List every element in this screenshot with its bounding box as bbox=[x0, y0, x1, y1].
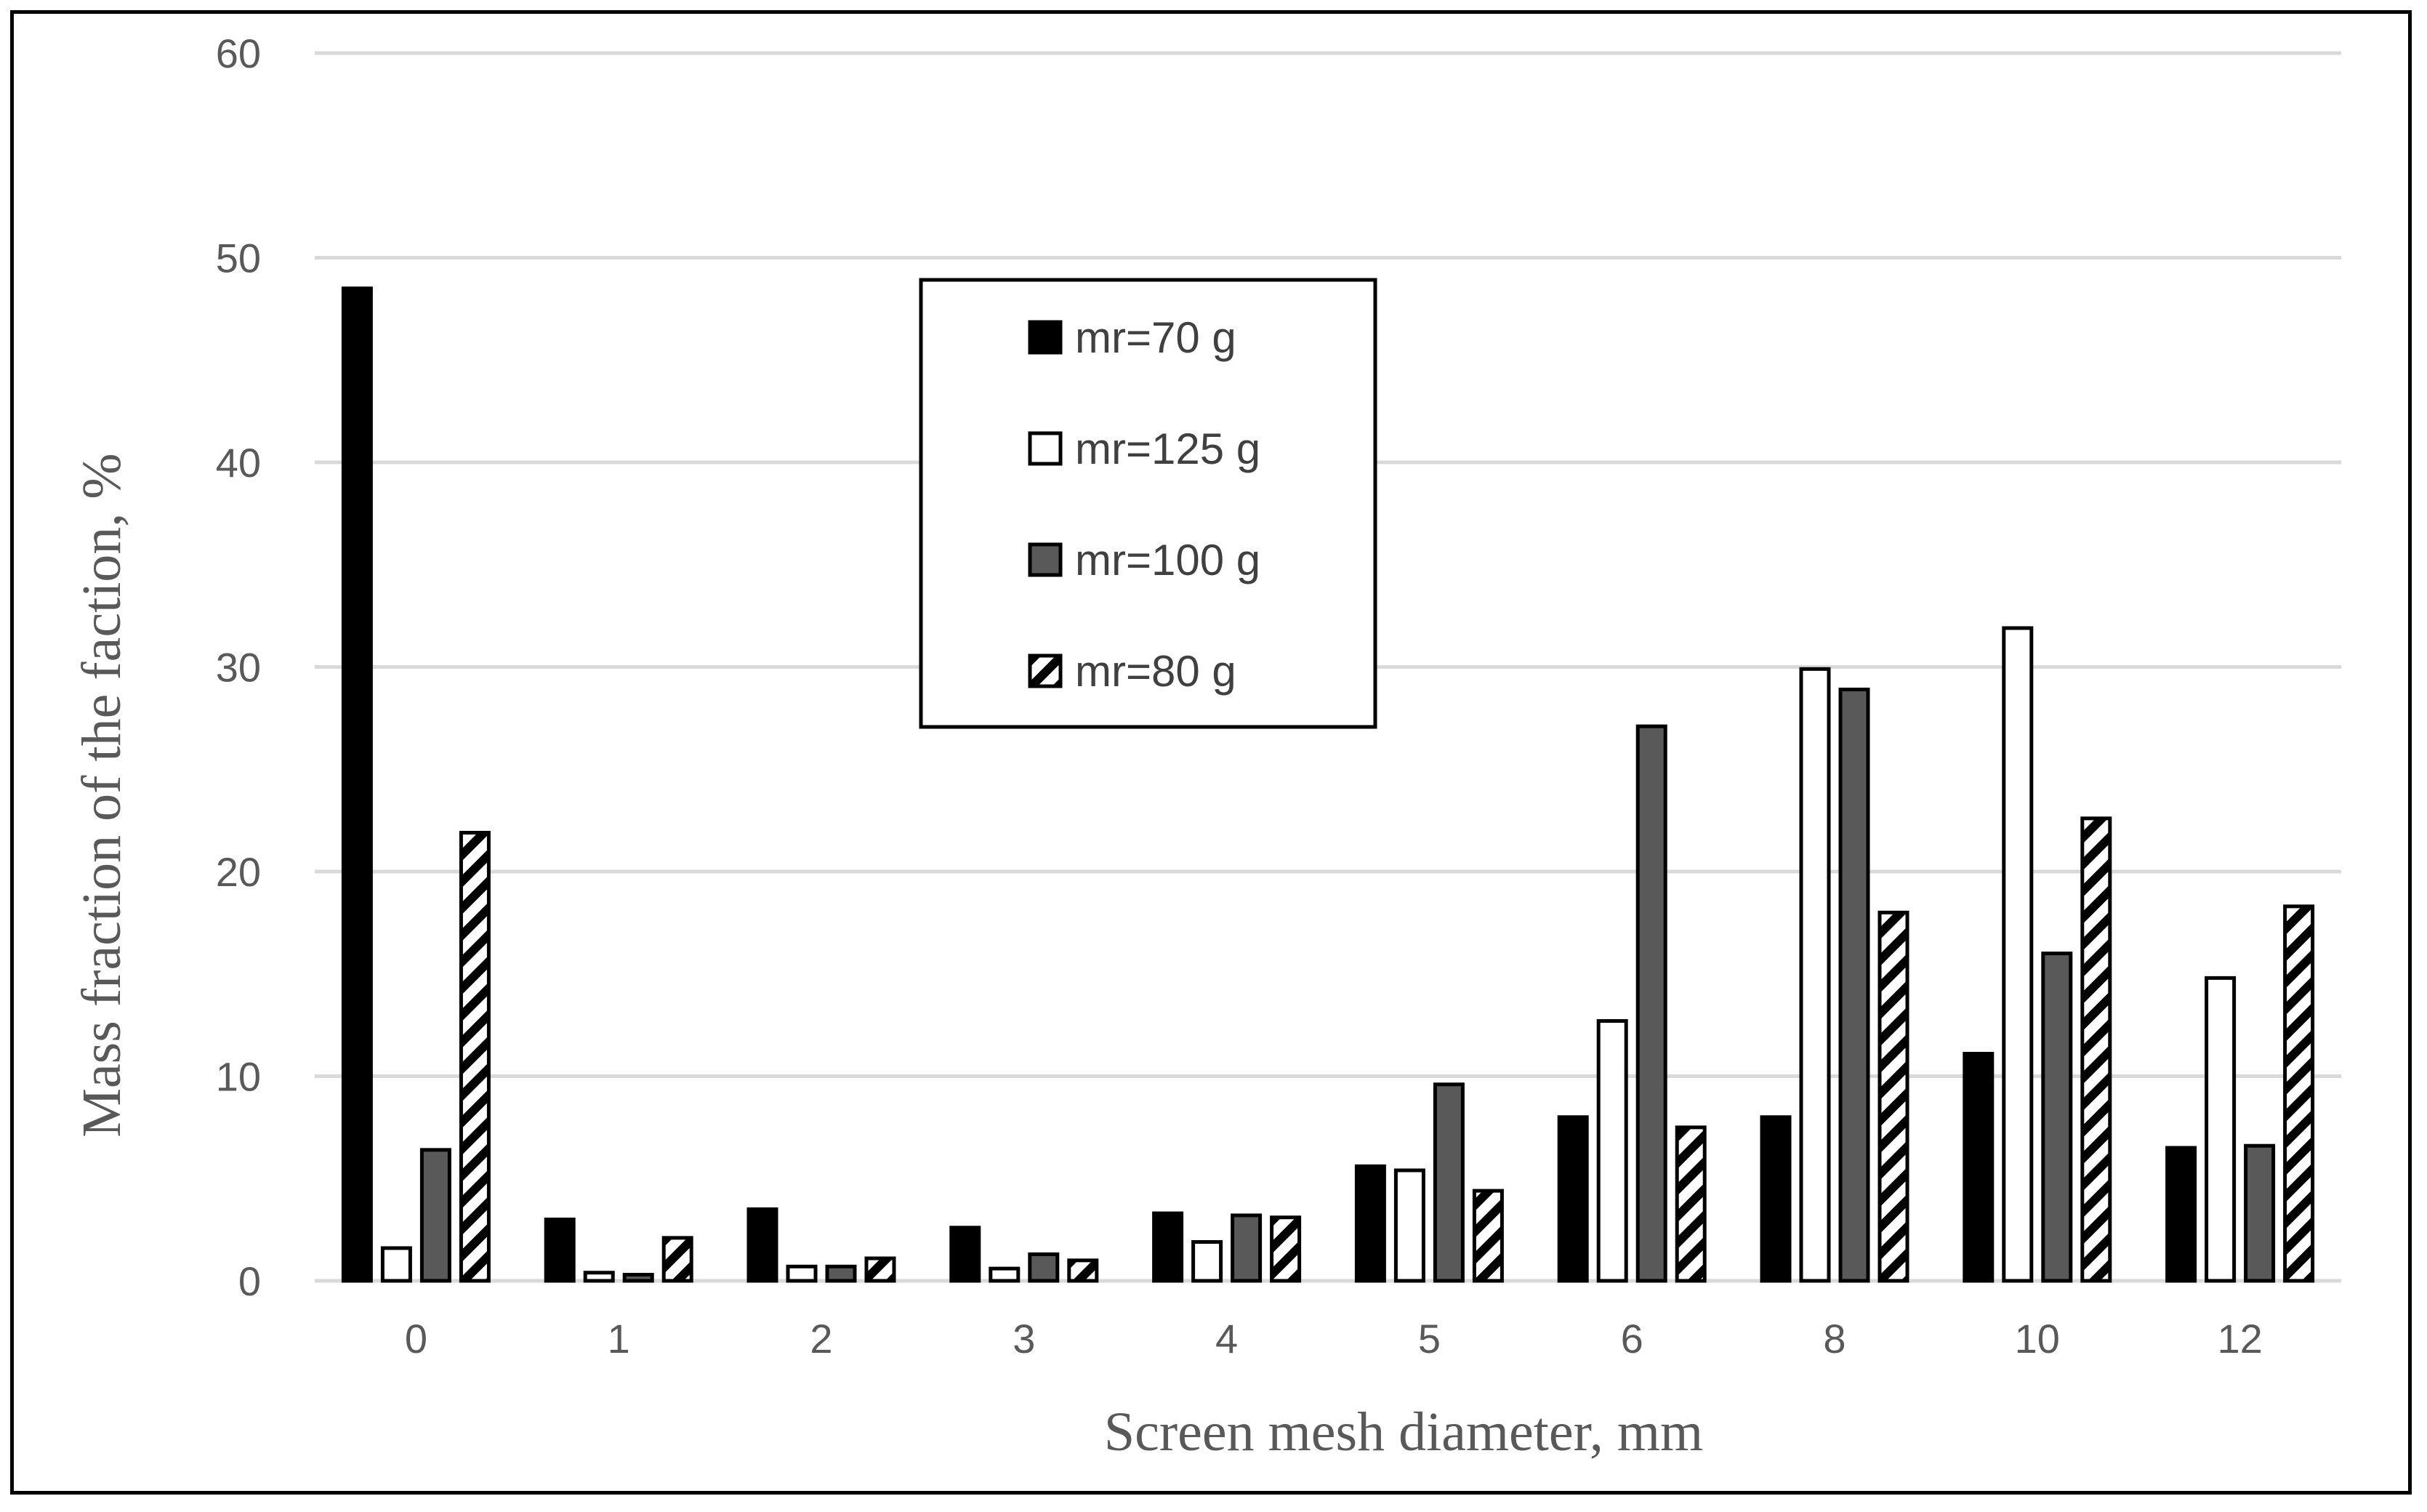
bar-mr-70-g-2 bbox=[746, 1207, 778, 1283]
legend-swatch bbox=[1028, 542, 1063, 577]
legend-label: mr=100 g bbox=[1075, 536, 1260, 584]
bar-mr-80-g-12 bbox=[2283, 904, 2315, 1283]
bar-mr-125-g-6 bbox=[1596, 1018, 1628, 1283]
bar-mr-125-g-10 bbox=[2002, 626, 2034, 1283]
bar-mr-80-g-3 bbox=[1067, 1258, 1099, 1283]
bar-mr-100-g-2 bbox=[825, 1264, 857, 1283]
x-tick-label: 12 bbox=[2217, 1316, 2262, 1362]
y-axis-title: Mass fraction of the faction, % bbox=[71, 453, 132, 1137]
x-tick-label: 3 bbox=[1013, 1316, 1035, 1362]
bar-mr-100-g-4 bbox=[1231, 1213, 1263, 1283]
legend-label: mr=125 g bbox=[1075, 425, 1260, 473]
bar-mr-80-g-4 bbox=[1270, 1215, 1302, 1283]
chart-frame: 0 10 20 30 40 50 60 0 1 2 3 4 5 6 8 10 12 Screen mesh d… bbox=[10, 10, 2412, 1495]
bar-mr-100-g-10 bbox=[2041, 952, 2073, 1283]
y-tick-label: 10 bbox=[216, 1054, 261, 1100]
x-tick-label: 6 bbox=[1621, 1316, 1643, 1362]
x-tick-label: 4 bbox=[1215, 1316, 1238, 1362]
y-tick-label: 30 bbox=[216, 645, 261, 691]
bar-mr-70-g-8 bbox=[1760, 1115, 1792, 1283]
legend-swatch bbox=[1028, 654, 1063, 688]
bar-mr-100-g-3 bbox=[1028, 1252, 1060, 1283]
bar-mr-125-g-12 bbox=[2205, 976, 2237, 1283]
bar-mr-70-g-0 bbox=[341, 286, 373, 1283]
bar-mr-80-g-1 bbox=[661, 1236, 693, 1283]
legend-label: mr=80 g bbox=[1075, 647, 1236, 696]
y-tick-label: 50 bbox=[216, 236, 261, 281]
bar-mr-70-g-12 bbox=[2165, 1146, 2197, 1283]
legend-label: mr=70 g bbox=[1075, 313, 1236, 362]
bar-mr-80-g-2 bbox=[864, 1256, 896, 1283]
x-tick-label: 0 bbox=[405, 1316, 427, 1362]
legend: mr=70 g mr=125 g mr=100 g mr=80 g bbox=[919, 278, 1377, 729]
y-tick-label: 20 bbox=[216, 849, 261, 895]
x-tick-label: 5 bbox=[1418, 1316, 1441, 1362]
x-tick-label: 2 bbox=[810, 1316, 832, 1362]
y-tick-label: 40 bbox=[216, 440, 261, 486]
bar-mr-70-g-6 bbox=[1557, 1115, 1589, 1283]
bar-mr-125-g-1 bbox=[583, 1271, 615, 1283]
bar-mr-70-g-1 bbox=[544, 1218, 576, 1283]
bars bbox=[341, 286, 2315, 1283]
bar-mr-70-g-10 bbox=[1963, 1052, 1995, 1283]
y-tick-label: 0 bbox=[238, 1258, 261, 1304]
bar-mr-100-g-6 bbox=[1635, 724, 1667, 1283]
x-tick-label: 10 bbox=[2015, 1316, 2060, 1362]
bar-mr-80-g-10 bbox=[2080, 816, 2112, 1283]
bar-mr-100-g-8 bbox=[1838, 687, 1870, 1283]
bar-mr-125-g-2 bbox=[786, 1264, 818, 1283]
x-axis-title: Screen mesh diameter, mm bbox=[1104, 1402, 1703, 1463]
bar-mr-100-g-0 bbox=[419, 1148, 451, 1283]
bar-mr-100-g-5 bbox=[1433, 1082, 1465, 1283]
legend-box bbox=[919, 278, 1377, 729]
legend-swatch bbox=[1028, 320, 1063, 355]
bar-mr-80-g-6 bbox=[1675, 1125, 1707, 1283]
bar-mr-125-g-4 bbox=[1191, 1240, 1223, 1283]
bar-mr-100-g-1 bbox=[622, 1273, 654, 1283]
x-tick-label: 8 bbox=[1823, 1316, 1846, 1362]
bar-mr-80-g-0 bbox=[459, 831, 491, 1283]
x-tick-label: 1 bbox=[608, 1316, 630, 1362]
bar-mr-80-g-8 bbox=[1877, 910, 1909, 1283]
bar-mr-70-g-4 bbox=[1152, 1211, 1184, 1283]
bar-mr-125-g-0 bbox=[380, 1246, 412, 1283]
x-axis-ticks: 0 1 2 3 4 5 6 8 10 12 bbox=[405, 1316, 2263, 1362]
bar-mr-125-g-5 bbox=[1393, 1168, 1425, 1283]
bar-mr-100-g-12 bbox=[2244, 1143, 2276, 1283]
bar-mr-70-g-3 bbox=[949, 1226, 981, 1283]
y-axis-ticks: 0 10 20 30 40 50 60 bbox=[216, 31, 261, 1304]
y-tick-label: 60 bbox=[216, 31, 261, 76]
bar-mr-125-g-3 bbox=[989, 1266, 1021, 1283]
bar-mr-125-g-8 bbox=[1799, 667, 1831, 1283]
bar-mr-80-g-5 bbox=[1472, 1189, 1504, 1283]
legend-swatch bbox=[1028, 431, 1063, 466]
bar-mr-70-g-5 bbox=[1354, 1164, 1386, 1283]
